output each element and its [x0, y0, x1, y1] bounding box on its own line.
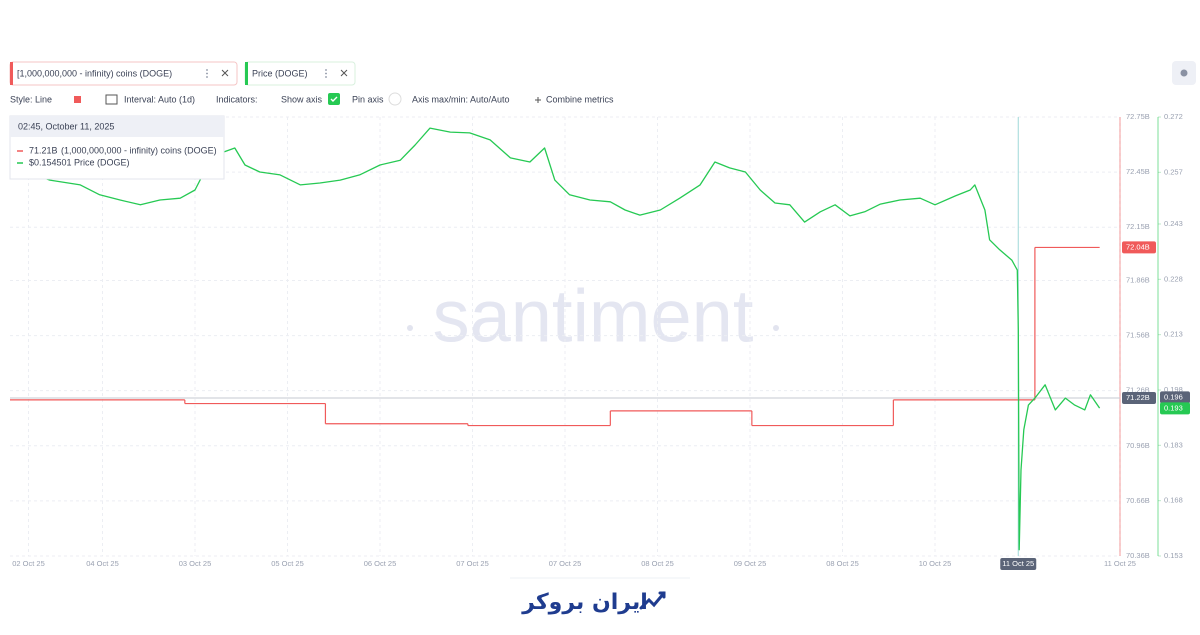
y-tick-label: 70.36B — [1126, 551, 1150, 560]
last-value-tag — [1160, 402, 1190, 415]
y2-tick-label: 0.153 — [1164, 551, 1183, 560]
last-value-tag — [1122, 241, 1156, 254]
watermark-dot — [773, 325, 779, 331]
crosshair-x-label: 11 Oct 25 — [1002, 559, 1034, 568]
x-tick-label: 04 Oct 25 — [86, 559, 119, 568]
plus-icon — [535, 97, 541, 103]
x-tick-label: 07 Oct 25 — [456, 559, 489, 568]
last-value-label: 0.193 — [1164, 403, 1183, 412]
y2-tick-label: 0.257 — [1164, 167, 1183, 176]
crosshair-y2-label: 0.196 — [1164, 392, 1183, 401]
watermark: santiment — [433, 275, 754, 358]
y-tick-label: 70.96B — [1126, 441, 1150, 450]
x-tick-label: 03 Oct 25 — [179, 559, 212, 568]
pin-axis-label: Pin axis — [352, 94, 384, 104]
x-tick-label: 09 Oct 25 — [734, 559, 767, 568]
y-tick-label: 72.75B — [1126, 112, 1150, 121]
show-axis-checkbox[interactable] — [328, 93, 340, 105]
last-value-label: 72.04B — [1126, 242, 1150, 251]
y-tick-label: 71.26B — [1126, 386, 1150, 395]
y-tick-label: 72.15B — [1126, 222, 1150, 231]
plot-area: 02 Oct 25 04 Oct 25 03 Oct 25 05 Oct 25 06 O… — [9, 112, 1190, 570]
y2-tick-label: 0.213 — [1164, 330, 1183, 339]
footer-logo: ایران بروکر — [521, 590, 648, 615]
x-tick-label: 10 Oct 25 — [919, 559, 952, 568]
x-tick-label: 02 Oct 25 — [12, 559, 45, 568]
close-icon[interactable] — [340, 69, 348, 77]
tooltip-metric: Price (DOGE) — [74, 157, 130, 167]
indicators-select[interactable]: Indicators: — [216, 94, 258, 104]
x-tick-label: 08 Oct 25 — [641, 559, 674, 568]
series-line — [9, 127, 1101, 551]
metric-name: [1,000,000,000 - infinity) coins (DOGE) — [17, 68, 172, 78]
metric-color — [245, 62, 248, 85]
close-icon[interactable] — [221, 69, 229, 77]
y-tick-label: 71.86B — [1126, 275, 1150, 284]
tooltip: 02:45, October 11, 2025 71.21B (1,000,00… — [9, 115, 225, 180]
y2-tick-label: 0.243 — [1164, 219, 1183, 228]
tooltip-value: 71.21B — [29, 145, 58, 155]
menu-icon[interactable] — [325, 69, 327, 78]
metric-color — [10, 62, 13, 85]
check-icon — [330, 96, 338, 102]
tooltip-title: 02:45, October 11, 2025 — [18, 121, 114, 131]
crosshair-y-tag — [1122, 392, 1156, 405]
x-tick-label: 11 Oct 25 — [1104, 559, 1136, 568]
crosshair-y-label: 71.22B — [1126, 393, 1150, 402]
style-select[interactable]: Style: Line — [10, 94, 52, 104]
y2-tick-label: 0.198 — [1164, 385, 1183, 394]
logo-icon — [639, 591, 666, 610]
x-tick-label: 05 Oct 25 — [271, 559, 304, 568]
pin-axis-toggle[interactable] — [388, 92, 402, 106]
interval-icon — [105, 94, 118, 105]
y-tick-label: 71.56B — [1126, 331, 1150, 340]
y2-tick-label: 0.168 — [1164, 496, 1183, 505]
y2-tick-label: 0.228 — [1164, 274, 1183, 283]
combine-metrics[interactable]: Combine metrics — [546, 94, 614, 104]
tooltip-header — [10, 116, 224, 137]
color-picker[interactable] — [74, 96, 81, 103]
interval-select[interactable]: Interval: Auto (1d) — [124, 94, 195, 104]
crosshair-y2-tag — [1160, 391, 1190, 404]
tooltip-metric: (1,000,000,000 - infinity) coins (DOGE) — [61, 145, 217, 155]
settings-icon — [1180, 69, 1188, 77]
watermark-dot — [407, 325, 413, 331]
metric-name: Price (DOGE) — [252, 68, 308, 78]
y-tick-label: 72.45B — [1126, 167, 1150, 176]
x-tick-label: 08 Oct 25 — [826, 559, 859, 568]
menu-icon[interactable] — [206, 69, 208, 78]
tooltip-value: $0.154501 — [29, 157, 72, 167]
y2-tick-label: 0.272 — [1164, 112, 1183, 121]
y-tick-label: 70.66B — [1126, 496, 1150, 505]
show-axis-label: Show axis — [281, 94, 323, 104]
x-tick-label: 07 Oct 25 — [549, 559, 582, 568]
crosshair-x-tag — [1000, 558, 1037, 570]
axis-minmax-select[interactable]: Axis max/min: Auto/Auto — [412, 94, 510, 104]
y2-tick-label: 0.183 — [1164, 440, 1183, 449]
x-tick-label: 06 Oct 25 — [364, 559, 397, 568]
